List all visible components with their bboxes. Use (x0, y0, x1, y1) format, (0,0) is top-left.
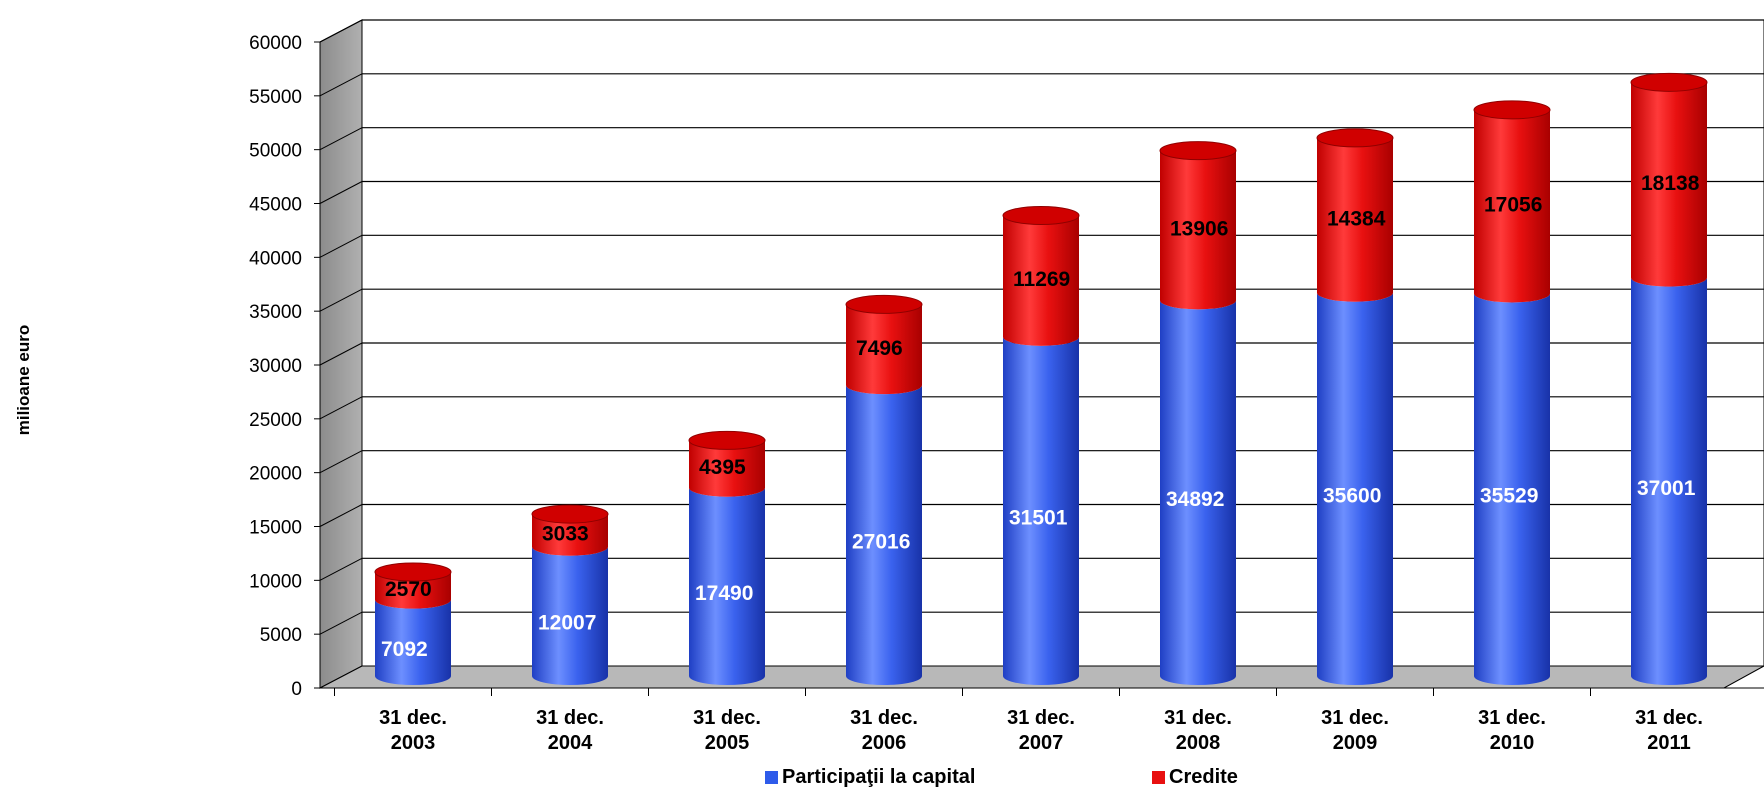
bar-participatii (532, 546, 608, 685)
x-tick-label: 31 dec. 2007 (1007, 707, 1075, 754)
data-label-participatii: 12007 (538, 611, 596, 634)
gridline-side (319, 504, 363, 527)
bar-credite (1160, 150, 1236, 310)
x-tick-label: 31 dec. 2008 (1164, 707, 1232, 754)
data-label-credite: 14384 (1327, 207, 1386, 230)
x-tick-label: 31 dec. 2011 (1635, 707, 1703, 754)
legend-swatch-red (1152, 771, 1165, 784)
legend-swatch-blue (765, 771, 778, 784)
legend: Participaţii la capital Credite (0, 766, 1764, 792)
bar-top-cap (531, 504, 609, 524)
data-label-participatii: 7092 (381, 638, 428, 661)
data-label-participatii: 35600 (1323, 484, 1381, 507)
bar-participatii (689, 487, 765, 685)
y-tick-label: 25000 (249, 410, 302, 431)
x-tick-label: 31 dec. 2003 (379, 707, 447, 754)
bar-participatii (1631, 277, 1707, 685)
gridline-side (319, 611, 363, 635)
data-label-credite: 13906 (1170, 217, 1228, 240)
bar-participatii (375, 599, 451, 685)
bar-participatii (1317, 292, 1393, 685)
gridline-side (319, 557, 363, 581)
gridline-side (319, 288, 363, 312)
y-tick-label: 10000 (249, 571, 302, 592)
y-tick-label: 40000 (249, 248, 302, 269)
x-tick-label: 31 dec. 2010 (1478, 707, 1546, 754)
gridline-side (319, 342, 363, 366)
y-tick-label: 5000 (260, 625, 302, 646)
bar-top-cap (845, 294, 923, 314)
data-label-credite: 18138 (1641, 172, 1700, 195)
x-tick-label: 31 dec. 2009 (1321, 707, 1389, 754)
x-axis: 31 dec. 2003 31 dec. 2004 31 dec. 2005 31 dec.… (320, 687, 1764, 754)
bar-participatii (1474, 293, 1550, 685)
bar-top-cap (688, 430, 766, 450)
bar-credite (1474, 109, 1550, 303)
bar-credite (846, 304, 922, 395)
legend-item-participatii: Participaţii la capital (765, 766, 975, 789)
legend-label: Credite (1169, 766, 1238, 788)
data-label-participatii: 35529 (1480, 485, 1538, 508)
data-label-participatii: 27016 (852, 531, 910, 554)
y-axis: 0 5000 10000 15000 20000 25000 30000 35000 40000… (249, 33, 321, 700)
bar-credite (1631, 82, 1707, 287)
y-tick-label: 45000 (249, 195, 302, 216)
bar-top-cap (374, 562, 452, 582)
bar-participatii (1160, 300, 1236, 685)
data-label-credite: 17056 (1484, 194, 1542, 217)
y-tick-label: 35000 (249, 302, 302, 323)
y-tick-label: 50000 (249, 141, 302, 162)
data-label-participatii: 31501 (1009, 506, 1068, 529)
data-label-participatii: 17490 (695, 582, 753, 605)
bar-credite (1003, 215, 1079, 346)
y-tick-label: 30000 (249, 356, 302, 377)
bar-credite (689, 440, 765, 497)
data-label-credite: 7496 (856, 337, 903, 360)
legend-label: Participaţii la capital (782, 766, 976, 788)
y-tick-label: 55000 (249, 87, 302, 108)
bar-top-cap (1002, 206, 1080, 226)
x-tick-label: 31 dec. 2004 (536, 707, 604, 754)
legend-item-credite: Credite (1152, 766, 1238, 789)
bar-top-cap (1630, 72, 1708, 92)
gridline-side (319, 127, 363, 151)
gridline-side (319, 396, 363, 420)
bar-participatii (1003, 336, 1079, 685)
y-tick-label: 0 (291, 679, 302, 700)
bars (374, 72, 1708, 685)
data-label-credite: 4395 (699, 456, 746, 479)
bar-top-cap (1473, 100, 1551, 120)
bar-top-cap (1159, 141, 1237, 161)
x-tick-label: 31 dec. 2005 (693, 707, 761, 754)
gridline-side (319, 234, 363, 258)
bar-credite (375, 571, 451, 609)
bar-credite (1317, 137, 1393, 302)
data-label-credite: 3033 (542, 522, 589, 545)
data-labels: 7092 2570 12007 3033 17490 4395 27016 7496 31501… (381, 172, 1700, 661)
data-label-participatii: 37001 (1637, 477, 1696, 500)
bar-credite (532, 514, 608, 556)
gridline-side (319, 181, 363, 204)
data-label-credite: 2570 (385, 578, 432, 601)
gridline-side (319, 19, 363, 43)
y-tick-label: 60000 (249, 33, 302, 54)
gridline-side (319, 73, 363, 97)
x-tick-label: 31 dec. 2006 (850, 707, 918, 754)
data-label-participatii: 34892 (1166, 488, 1224, 511)
y-axis-title: milioane euro (14, 324, 33, 436)
bar-top-cap (1316, 128, 1394, 148)
y-tick-label: 15000 (249, 518, 302, 539)
data-label-credite: 11269 (1013, 268, 1070, 291)
gridline-side (319, 450, 363, 474)
bar-participatii (846, 385, 922, 685)
y-tick-label: 20000 (249, 464, 302, 485)
